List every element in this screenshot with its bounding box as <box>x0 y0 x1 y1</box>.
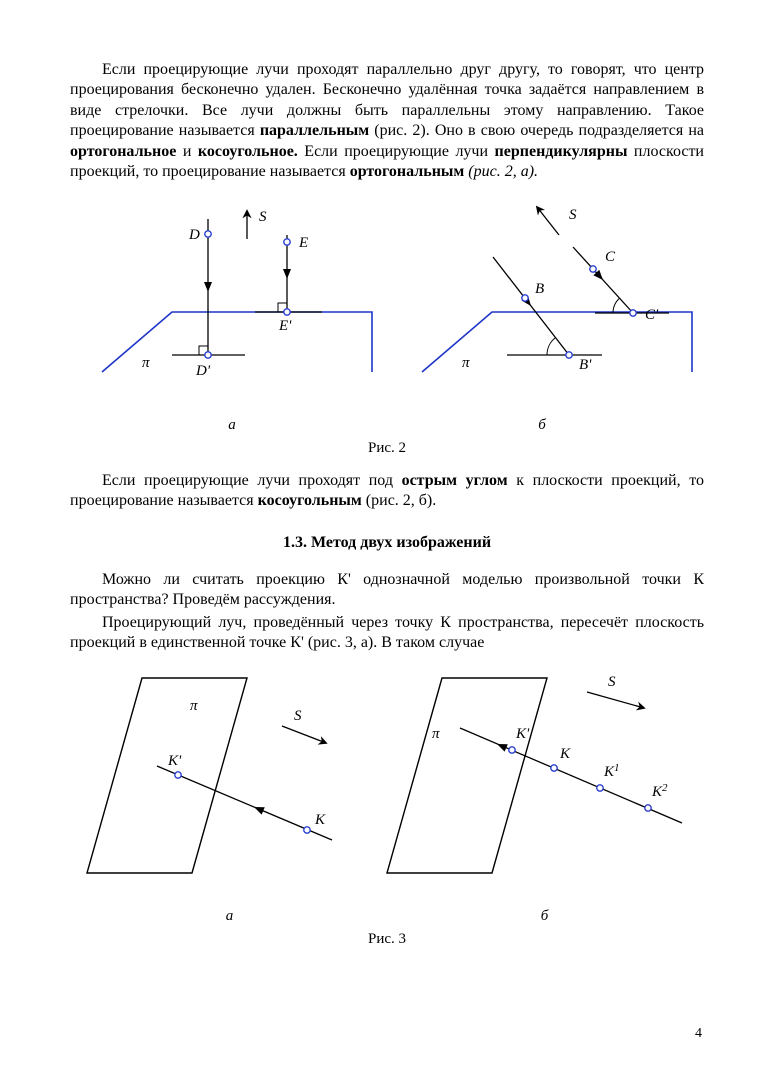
p1-b3: косоугольное. <box>198 143 298 160</box>
p1-b1: параллельным <box>260 122 369 139</box>
fig2-sub-a: а <box>228 417 236 434</box>
fig3-sub-a: а <box>226 908 234 925</box>
p1-t3: Если проецирующие лучи <box>298 143 495 160</box>
p1-b2: ортогональное <box>70 143 176 160</box>
svg-text:K2: K2 <box>651 782 668 800</box>
p1-t2: и <box>176 143 198 160</box>
p1-b5: ортогональным <box>350 163 465 180</box>
svg-text:K': K' <box>167 753 182 769</box>
p2-t0: Если проецирующие лучи проходят под <box>102 472 402 489</box>
svg-text:π: π <box>432 726 440 742</box>
svg-text:S: S <box>259 209 267 225</box>
p2-b1: острым углом <box>402 472 508 489</box>
page-number: 4 <box>695 1026 702 1042</box>
paragraph-1: Если проецирующие лучи проходят параллел… <box>70 60 704 183</box>
svg-text:K': K' <box>515 726 530 742</box>
figure-3: π S K' K π S K' K K1 K2 <box>72 668 702 908</box>
svg-text:K: K <box>559 746 571 762</box>
figure-2-subcaptions: а б <box>77 417 697 434</box>
svg-text:π: π <box>190 698 198 714</box>
svg-text:C: C <box>605 249 616 265</box>
svg-text:E': E' <box>278 318 292 334</box>
svg-text:π: π <box>142 355 150 371</box>
svg-text:B': B' <box>579 357 592 373</box>
svg-text:π: π <box>462 355 470 371</box>
svg-text:K1: K1 <box>603 762 620 780</box>
paragraph-4: Проецирующий луч, проведённый через точк… <box>70 613 704 654</box>
svg-text:C': C' <box>645 307 659 323</box>
svg-text:K: K <box>314 812 326 828</box>
paragraph-2: Если проецирующие лучи проходят под остр… <box>70 471 704 512</box>
svg-text:S: S <box>569 207 577 223</box>
svg-text:S: S <box>608 674 616 690</box>
svg-text:S: S <box>294 708 302 724</box>
figure-2: π S D D' E E' π S B B' C C' <box>77 197 697 417</box>
paragraph-3: Можно ли считать проекцию К' однозначной… <box>70 570 704 611</box>
figure-2-caption: Рис. 2 <box>70 440 704 457</box>
svg-text:E: E <box>298 235 308 251</box>
figure-3-caption: Рис. 3 <box>70 931 704 948</box>
figure-3-subcaptions: а б <box>72 908 702 925</box>
p1-t1: (рис. 2). Оно в свою очередь подразделяе… <box>369 122 704 139</box>
svg-text:D': D' <box>195 363 211 379</box>
p1-b4: перпендикулярны <box>495 143 628 160</box>
p1-t5: (рис. 2, а). <box>464 163 538 180</box>
section-heading: 1.3. Метод двух изображений <box>70 534 704 552</box>
svg-text:B: B <box>535 281 544 297</box>
p2-b2: косоугольным <box>258 492 362 509</box>
svg-text:D: D <box>188 227 200 243</box>
fig2-sub-b: б <box>538 417 546 434</box>
fig3-sub-b: б <box>541 908 549 925</box>
p2-t2: (рис. 2, б). <box>362 492 436 509</box>
